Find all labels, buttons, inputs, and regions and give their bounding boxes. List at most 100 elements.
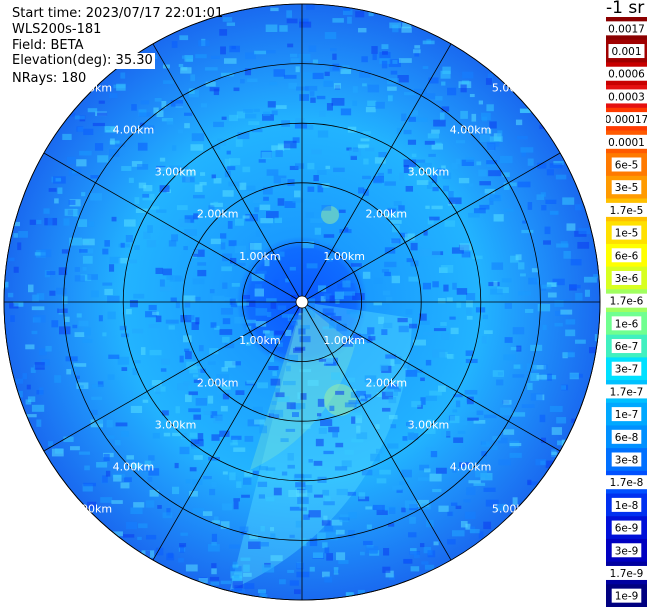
speckle-cell — [54, 375, 62, 383]
speckle-cell — [487, 73, 494, 81]
speckle-cell — [323, 234, 335, 238]
speckle-cell — [143, 231, 151, 240]
speckle-cell — [559, 299, 572, 304]
speckle-cell — [516, 345, 522, 352]
speckle-cell — [461, 80, 470, 85]
speckle-cell — [322, 326, 334, 330]
speckle-cell — [296, 562, 304, 570]
speckle-cell — [24, 414, 37, 418]
speckle-cell — [232, 438, 238, 445]
speckle-cell — [574, 339, 586, 344]
speckle-cell — [291, 294, 301, 300]
speckle-cell — [427, 218, 434, 225]
speckle-cell — [379, 364, 389, 371]
speckle-cell — [371, 46, 378, 54]
speckle-cell — [224, 343, 235, 349]
speckle-cell — [414, 45, 421, 49]
speckle-cell — [265, 496, 275, 502]
speckle-cell — [274, 217, 283, 224]
speckle-cell — [389, 22, 402, 29]
speckle-cell — [346, 275, 358, 284]
speckle-cell — [193, 194, 205, 199]
speckle-cell — [333, 167, 345, 173]
speckle-cell — [231, 435, 242, 440]
speckle-cell — [125, 235, 133, 243]
speckle-cell — [440, 264, 454, 273]
speckle-cell — [504, 302, 512, 309]
speckle-cell — [161, 358, 170, 365]
speckle-cell — [427, 419, 432, 425]
speckle-cell — [332, 53, 337, 60]
speckle-cell — [226, 150, 231, 155]
speckle-cell — [39, 387, 44, 396]
speckle-cell — [199, 181, 207, 186]
speckle-cell — [338, 559, 349, 564]
speckle-cell — [207, 395, 214, 404]
radial-spoke — [43, 152, 303, 303]
speckle-cell — [454, 385, 459, 390]
speckle-cell — [248, 121, 260, 126]
speckle-cell — [314, 227, 322, 235]
speckle-cell — [220, 242, 226, 250]
speckle-cell — [431, 143, 443, 150]
speckle-cell — [365, 546, 379, 553]
speckle-cell — [352, 293, 365, 301]
speckle-cell — [289, 534, 295, 538]
speckle-cell — [382, 290, 391, 296]
speckle-cell — [192, 278, 205, 285]
speckle-cell — [399, 232, 408, 238]
speckle-cell — [130, 405, 143, 414]
speckle-cell — [131, 161, 143, 167]
speckle-cell — [432, 281, 439, 288]
speckle-cell — [222, 471, 228, 475]
speckle-cell — [155, 547, 164, 556]
speckle-cell — [211, 533, 218, 542]
speckle-cell — [229, 566, 242, 573]
speckle-cell — [312, 552, 324, 559]
colorbar-tick-box — [611, 248, 642, 263]
speckle-cell — [222, 282, 228, 289]
speckle-cell — [182, 335, 192, 343]
speckle-cell — [263, 196, 269, 201]
speckle-cell — [426, 181, 432, 189]
speckle-cell — [142, 465, 148, 472]
speckle-cell — [286, 10, 293, 18]
speckle-cell — [259, 224, 272, 228]
speckle-cell — [342, 339, 354, 347]
colorbar-tick-label: 1.7e-8 — [610, 477, 644, 489]
speckle-cell — [209, 576, 220, 581]
speckle-cell — [202, 511, 213, 516]
speckle-cell — [280, 177, 291, 185]
speckle-cell — [375, 448, 383, 454]
speckle-cell — [189, 432, 198, 438]
speckle-cell — [200, 103, 208, 108]
speckle-cell — [244, 470, 253, 477]
speckle-cell — [440, 70, 451, 79]
speckle-cell — [221, 116, 227, 120]
speckle-cell — [481, 336, 487, 344]
speckle-cell — [313, 175, 319, 182]
speckle-cell — [378, 304, 390, 310]
speckle-cell — [334, 466, 348, 471]
speckle-cell — [188, 391, 198, 396]
speckle-cell — [306, 4, 315, 10]
speckle-cell — [381, 269, 390, 273]
speckle-cell — [413, 49, 421, 54]
speckle-cell — [484, 414, 497, 419]
speckle-cell — [362, 83, 367, 87]
ring-label: 4.00km — [450, 461, 492, 474]
speckle-cell — [233, 498, 241, 502]
speckle-cell — [211, 481, 217, 488]
speckle-cell — [228, 240, 237, 247]
speckle-cell — [97, 155, 109, 163]
speckle-cell — [288, 82, 298, 89]
speckle-cell — [373, 277, 383, 284]
speckle-cell — [403, 92, 417, 96]
range-ring-labels: 1.00km 1.00km 1.00km 1.00km 2.00km 2.00km 2.00… — [70, 81, 533, 515]
speckle-cell — [432, 349, 446, 358]
speckle-cell — [128, 177, 134, 183]
colorbar-tick-box — [611, 316, 642, 331]
speckle-cell — [315, 438, 324, 447]
speckle-cell — [460, 84, 467, 93]
speckle-cell — [423, 546, 432, 554]
